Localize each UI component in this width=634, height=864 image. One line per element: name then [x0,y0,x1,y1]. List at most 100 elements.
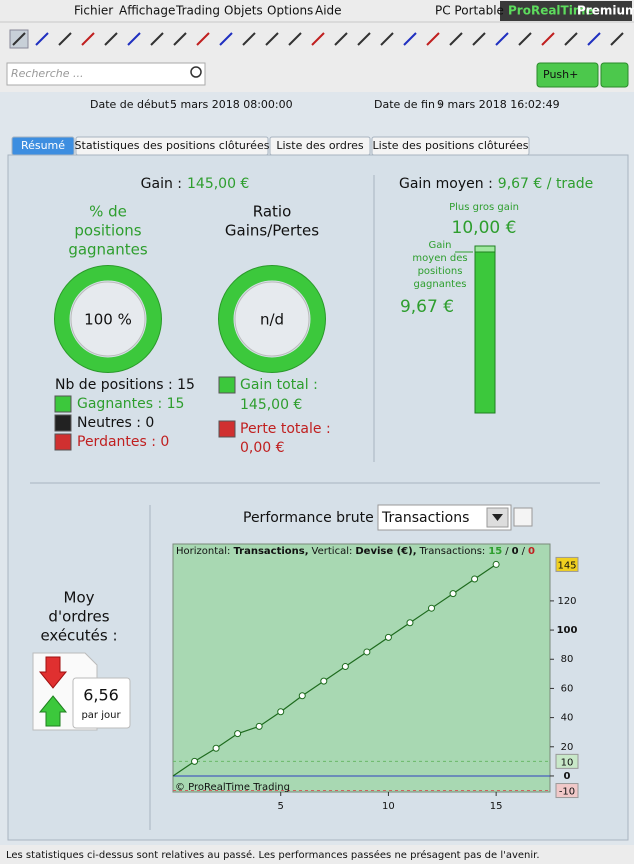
toolbar-icon [472,32,486,46]
point [406,619,414,627]
x-tick-label: 10 [382,801,395,812]
orders-box [72,677,131,729]
y-tick-label: 100 [557,625,578,636]
wrench-btn[interactable] [513,507,533,527]
menu-item[interactable]: Trading [175,4,220,18]
toolbar-icon [564,32,578,46]
tab-label[interactable]: Liste des positions clôturées [373,139,529,152]
win-title: % de [89,203,127,221]
gauge-bar [474,251,496,414]
y-tick-label: 0 [564,771,571,782]
y-badge-label: -10 [559,787,575,798]
footer-bg [0,845,634,864]
info-part: / [505,546,509,557]
tab-label[interactable]: Liste des ordres [276,139,364,152]
avg-label: Gain [429,240,452,251]
y-badge [555,783,579,799]
push-label[interactable]: Push+ [543,68,578,81]
avg-label: moyen des [412,253,467,264]
info-part: Horizontal: [176,546,230,557]
script-button[interactable] [600,62,629,88]
toolbar-icon [311,32,325,46]
tab-label[interactable]: Résumé [21,139,65,152]
donut-center [70,281,146,357]
gain: Gain : 145,00 € [141,176,250,192]
avg-gain: Gain moyen : 9,67 € / trade [399,176,593,192]
toolbar-icon [380,32,394,46]
search-input[interactable] [6,62,206,86]
point [428,604,436,612]
position-count: Perdantes : 0 [77,434,169,450]
max-value: 10,00 € [452,218,517,238]
donut-ring [218,265,326,373]
series-line [172,563,497,777]
watermark: © ProRealTime Trading [175,782,290,793]
tab[interactable] [75,136,269,156]
point [363,648,371,656]
legend-swatch [54,395,72,413]
point [384,633,392,641]
legend-swatch [54,414,72,432]
orders-label: d'ordres [48,608,109,626]
menu-item[interactable]: Affichage [119,4,175,18]
point [234,730,242,738]
avg-value: 9,67 € / trade [498,176,593,192]
y-tick-label: 20 [561,742,574,753]
tab[interactable] [371,136,530,156]
toolbar-icon [587,32,601,46]
toolbar-icon [449,32,463,46]
toolbar-icon [35,32,49,46]
y-tick-label: 80 [561,654,574,665]
search-placeholder[interactable]: Recherche ... [11,67,84,80]
orders-unit: par jour [81,710,121,721]
info-part: 0 [512,546,519,557]
push-button[interactable] [536,62,599,88]
point [191,757,199,765]
y-badge [555,753,579,769]
perf-title: Performance brute [243,510,374,526]
toolbar-icon [541,32,555,46]
y-tick-label: 40 [561,713,574,724]
point [255,722,263,730]
loss-total: Perte totale : [240,421,331,437]
y-tick-label: 60 [561,683,574,694]
tab[interactable] [11,136,75,156]
max-label: Plus gros gain [449,202,519,213]
avg-value-big: 9,67 € [400,297,454,317]
position-count: Gagnantes : 15 [77,396,184,412]
ratio-title: Gains/Pertes [225,222,319,240]
x-tick-label: 15 [490,801,503,812]
menu-item[interactable]: Fichier [74,4,113,18]
y-badge-label: 145 [557,560,576,571]
tab-label[interactable]: Statistiques des positions clôturées [75,139,270,152]
loss-total: 0,00 € [240,440,285,456]
orders-label: exécutés : [40,627,117,645]
footer: Les statistiques ci-dessus sont relative… [6,849,540,861]
donut-ring [54,265,162,373]
toolbar-icon [610,32,624,46]
toolbar-icon [242,32,256,46]
chart-info: Horizontal: Transactions, Vertical: Devise … [176,546,535,557]
start-date: 5 mars 2018 08:00:00 [170,98,293,111]
toolbar-icon [288,32,302,46]
nb-positions: Nb de positions : 15 [55,377,195,393]
search-icon[interactable] [190,66,202,78]
menu-item[interactable]: Options [267,4,313,18]
toolbar-icon [104,32,118,46]
plot-area [172,543,551,793]
toolbar-icon [12,32,26,46]
info-part: Devise (€), [355,546,416,557]
toolbar-icon [426,32,440,46]
edition: Premium [577,4,634,18]
select-value[interactable]: Transactions [381,510,469,526]
ratio-title: Ratio [253,203,292,221]
menu-item[interactable]: Objets [224,4,263,18]
tab[interactable] [269,136,371,156]
avg-title: Gain moyen : [399,176,493,192]
toolbar-icon [518,32,532,46]
info-part: / [522,546,526,557]
point [277,708,285,716]
menu-item[interactable]: Aide [315,4,342,18]
point [320,677,328,685]
point [341,663,349,671]
